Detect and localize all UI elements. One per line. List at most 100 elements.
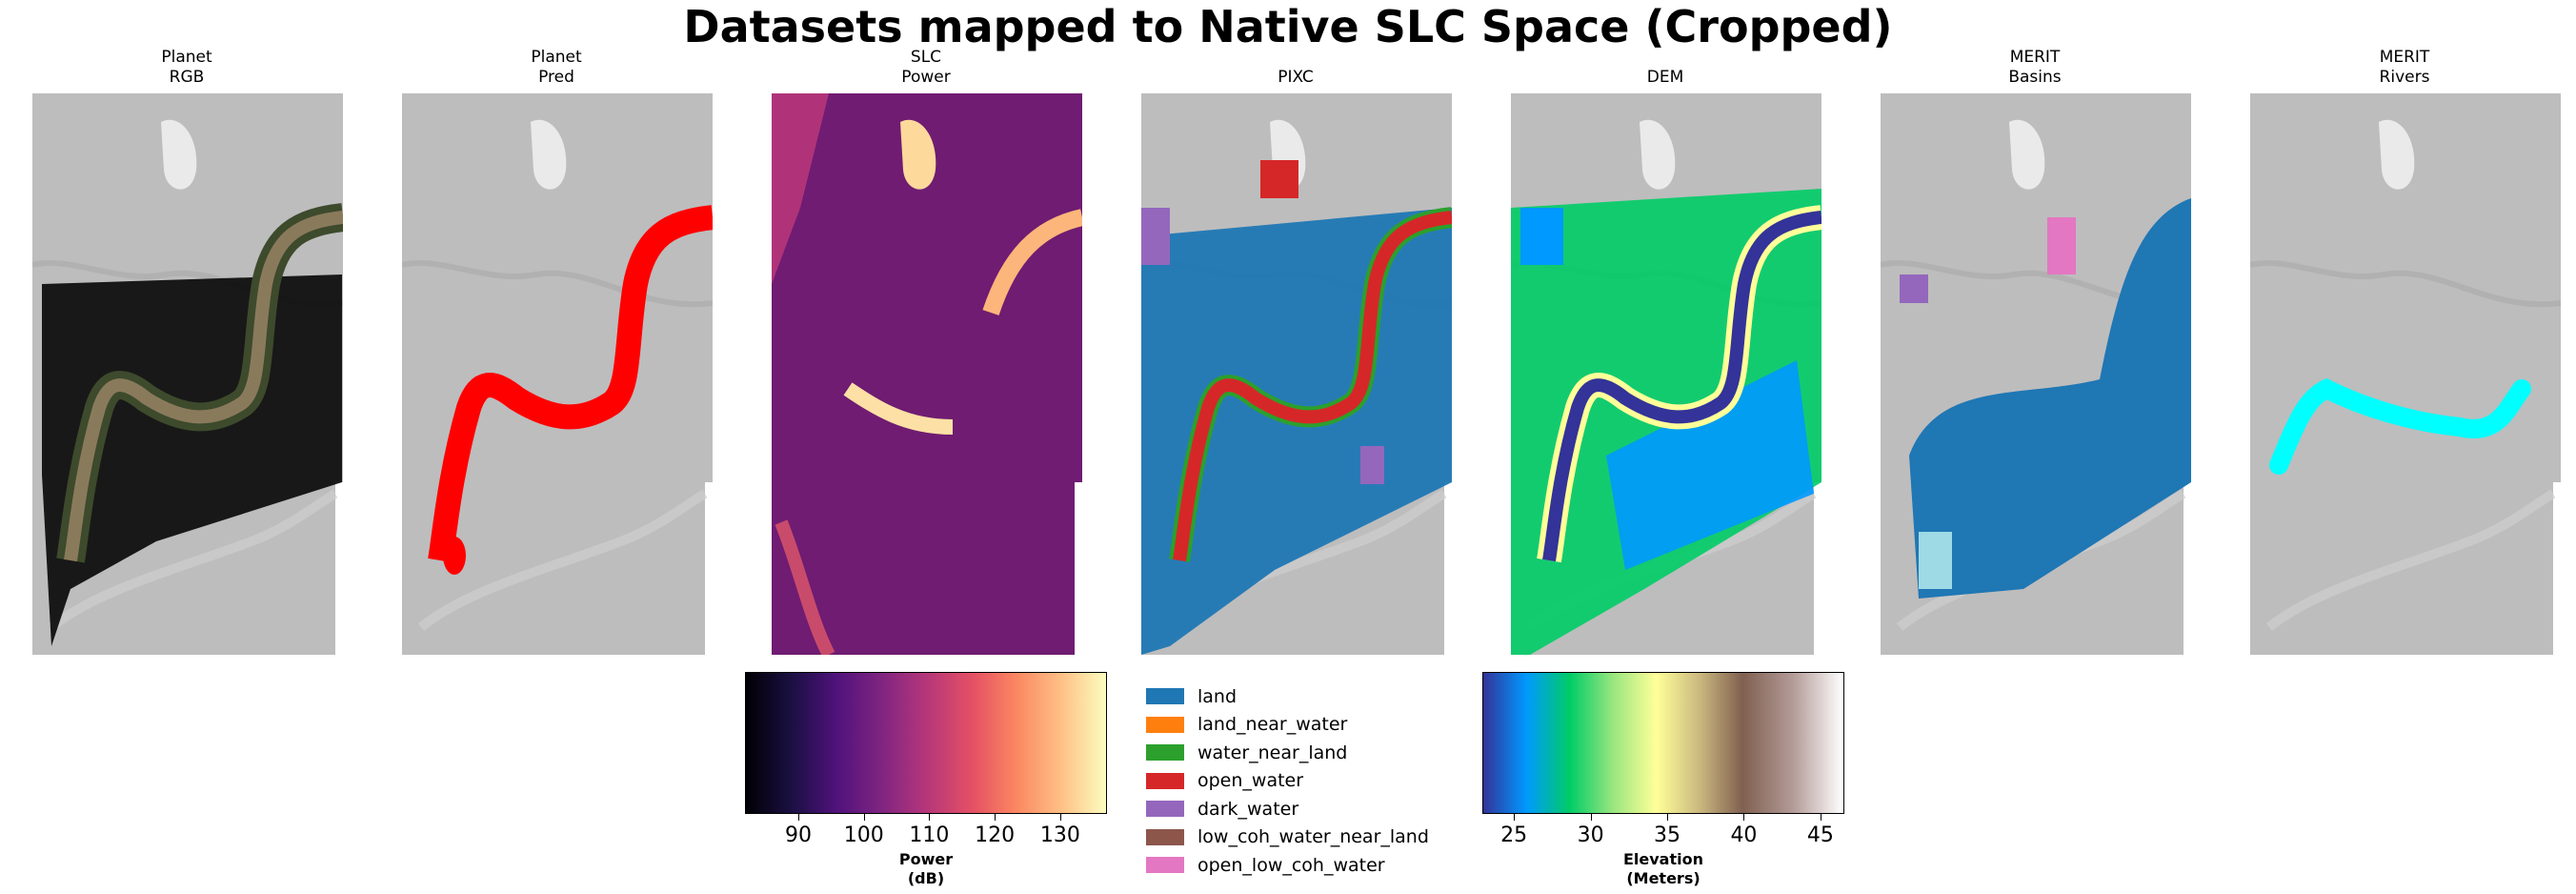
panel-title-text: DEM xyxy=(1646,68,1684,87)
power-colorbar-label: Power (dB) xyxy=(898,850,954,887)
legend-label: water_near_land xyxy=(1197,742,1348,763)
colorbar-tick-label: 30 xyxy=(1577,823,1604,847)
legend-label: open_low_coh_water xyxy=(1197,854,1385,876)
panel-image xyxy=(772,93,1082,655)
pixc-dark-water-patch xyxy=(1141,208,1170,265)
slc-river-bright xyxy=(843,382,954,435)
slc-bright-region xyxy=(772,93,829,284)
colorbar-tick-label: 110 xyxy=(909,823,950,847)
legend-swatch xyxy=(1146,772,1184,789)
slc-river-bright xyxy=(982,209,1082,315)
colorbar-tick-label: 90 xyxy=(784,823,812,847)
slc-bright-streak xyxy=(775,519,835,655)
colorbar-tick-label: 35 xyxy=(1654,823,1681,847)
panel-image xyxy=(32,93,343,655)
elevation-colorbar-label: Elevation (Meters) xyxy=(1622,850,1703,887)
panel-image xyxy=(402,93,713,655)
legend-swatch xyxy=(1146,688,1184,705)
legend-item-land: land xyxy=(1146,682,1429,711)
bright-patch xyxy=(2009,119,2045,190)
terrain-texture xyxy=(402,259,713,308)
legend-swatch xyxy=(1146,857,1184,874)
panel-image xyxy=(2250,93,2561,655)
panel-merit-rivers xyxy=(2250,93,2561,655)
terrain-texture xyxy=(417,489,708,631)
panel-title-text: Planet RGB xyxy=(161,48,212,87)
colorbar-tick-mark xyxy=(1667,814,1669,821)
colorbar-tick-label: 100 xyxy=(843,823,884,847)
legend-label: land_near_water xyxy=(1197,714,1348,736)
colorbar-tick-label: 120 xyxy=(975,823,1016,847)
colorbar-tick-mark xyxy=(1514,814,1516,821)
legend-label: dark_water xyxy=(1197,798,1299,820)
panel-pixc xyxy=(1141,93,1452,655)
legend-swatch xyxy=(1146,828,1184,845)
legend-item-dark-water: dark_water xyxy=(1146,795,1429,823)
panel-title-planet-rgb: Planet RGB xyxy=(31,48,342,88)
pixc-dark-water-patch xyxy=(1360,446,1384,484)
bright-patch xyxy=(161,119,197,190)
terrain-texture xyxy=(48,489,338,631)
colorbar-tick-label: 130 xyxy=(1039,823,1080,847)
terrain-texture xyxy=(2265,489,2556,631)
legend-item-open-water: open_water xyxy=(1146,767,1429,796)
panel-title-dem: DEM xyxy=(1510,68,1821,88)
panel-title-text: PIXC xyxy=(1278,68,1314,87)
basin-pink xyxy=(2047,217,2076,274)
colorbar-tick-mark xyxy=(797,814,799,821)
panel-title-pixc: PIXC xyxy=(1140,68,1451,88)
panel-title-text: Planet Pred xyxy=(531,48,582,87)
power-colorbar-gradient xyxy=(745,672,1107,814)
panel-title-text: MERIT Rivers xyxy=(2379,48,2430,87)
colorbar-tick-mark xyxy=(1590,814,1592,821)
bright-patch xyxy=(1640,119,1676,190)
bright-patch xyxy=(2379,119,2415,190)
colorbar-tick-label: 40 xyxy=(1730,823,1758,847)
legend-swatch xyxy=(1146,716,1184,733)
colorbar-tick-mark xyxy=(929,814,931,821)
panel-slc-power xyxy=(772,93,1082,655)
panel-image xyxy=(1881,93,2191,655)
colorbar-tick-label: 25 xyxy=(1500,823,1528,847)
legend-swatch xyxy=(1146,744,1184,762)
panel-title-text: SLC Power xyxy=(901,48,951,87)
legend-label: low_coh_water_near_land xyxy=(1197,826,1429,848)
dem-low-region xyxy=(1606,360,1814,570)
bright-patch xyxy=(531,119,567,190)
terrain-texture xyxy=(2250,259,2561,308)
colorbar-tick-mark xyxy=(1743,814,1745,821)
legend-item-water-near-land: water_near_land xyxy=(1146,739,1429,767)
pixc-open-water-patch xyxy=(1260,160,1298,198)
panel-title-merit-rivers: MERIT Rivers xyxy=(2249,48,2560,88)
pixc-legend: land land_near_water water_near_land open_w… xyxy=(1146,682,1429,880)
legend-swatch xyxy=(1146,801,1184,818)
power-colorbar: 90 100 110 120 130 xyxy=(745,672,1107,847)
basin-light-blue xyxy=(1919,532,1952,589)
slc-bright-patch xyxy=(900,119,936,190)
dem-river-channel xyxy=(1542,211,1821,562)
pixc-open-water xyxy=(1173,211,1452,562)
merit-river-line xyxy=(2269,377,2531,475)
panel-planet-rgb xyxy=(32,93,343,655)
legend-label: land xyxy=(1197,685,1238,707)
panel-title-merit-basins: MERIT Basins xyxy=(1880,48,2190,88)
legend-item-low-coh-water-near-land: low_coh_water_near_land xyxy=(1146,823,1429,852)
elevation-colorbar: 25 30 35 40 45 xyxy=(1482,672,1844,847)
panel-title-planet-pred: Planet Pred xyxy=(401,48,712,88)
legend-item-open-low-coh-water: open_low_coh_water xyxy=(1146,851,1429,880)
panel-title-slc-power: SLC Power xyxy=(771,48,1081,88)
colorbar-tick-mark xyxy=(1059,814,1061,821)
colorbar-tick-mark xyxy=(863,814,865,821)
predicted-water-blob xyxy=(443,537,466,575)
panel-title-text: MERIT Basins xyxy=(2008,48,2062,87)
panel-image xyxy=(1141,93,1452,655)
basin-main xyxy=(1909,198,2191,599)
colorbar-tick-mark xyxy=(995,814,996,821)
figure-title: Datasets mapped to Native SLC Space (Cro… xyxy=(683,1,1893,52)
dem-low-patch xyxy=(1520,208,1563,265)
basin-purple xyxy=(1900,274,1928,303)
panel-dem xyxy=(1511,93,1821,655)
predicted-water xyxy=(428,205,713,563)
elevation-colorbar-gradient xyxy=(1482,672,1844,814)
panel-image xyxy=(1511,93,1821,655)
